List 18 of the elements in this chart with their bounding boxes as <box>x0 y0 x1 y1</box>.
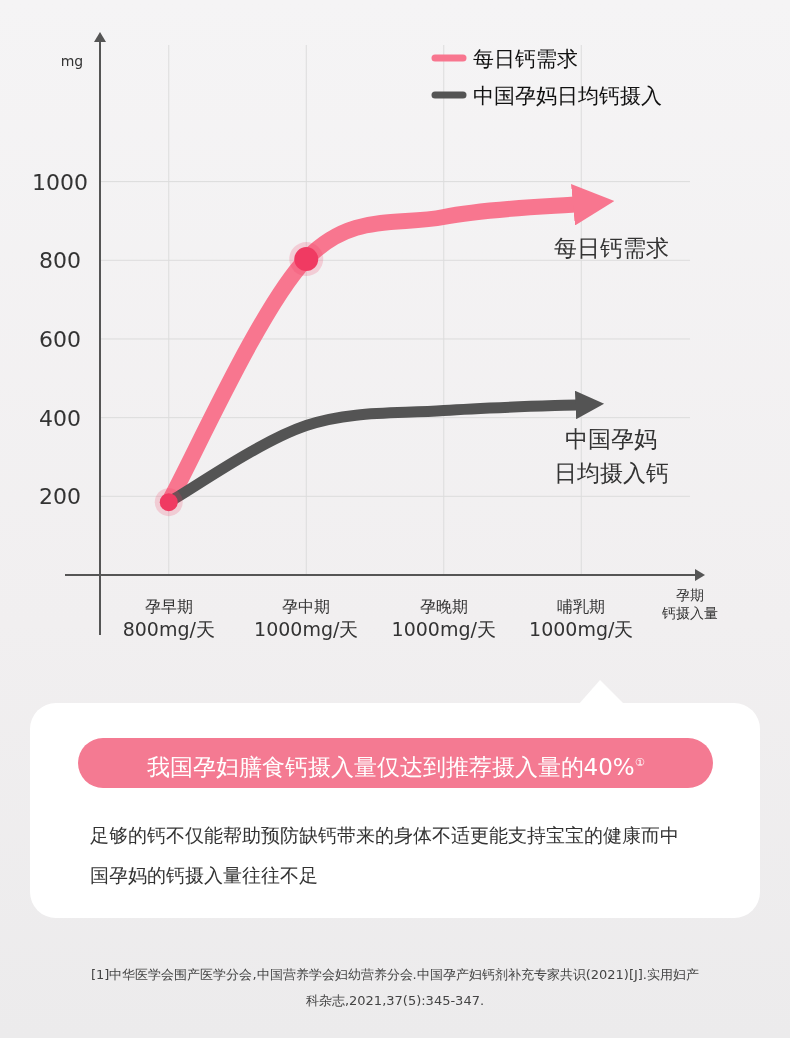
y-tick-label: 400 <box>39 405 81 431</box>
annotation: 每日钙需求 <box>553 235 669 262</box>
text: 我国孕妇膳食钙摄入量仅达到推荐摄入量的40%$^{①}$ <box>78 738 713 788</box>
legend-label: 中国孕妈日均钙摄入 <box>473 84 662 108</box>
legend-label: 每日钙需求 <box>473 47 578 71</box>
x-tick-label: 孕早期 800mg/天 <box>122 597 215 640</box>
x-axis-title: 孕期钙摄入量 <box>661 587 718 621</box>
y-tick-label: 600 <box>39 326 81 352</box>
x-tick-label: 孕晚期 1000mg/天 <box>391 597 496 640</box>
y-axis-title: mg <box>60 53 84 69</box>
y-tick-label: 200 <box>39 484 81 510</box>
text: 足够的钙不仅能帮助预防缺钙带来的身体不适更能支持宝宝的健康而中国孕妈的钙摄入量往往不足 <box>90 823 680 888</box>
x-tick-label: 哺乳期 1000mg/天 <box>529 597 634 640</box>
x-tick-label: 孕中期 1000mg/天 <box>254 597 359 640</box>
y-tick-label: 800 <box>39 248 81 274</box>
text: [1]中华医学会围产医学分会,中国营养学会妇幼营养分会.中国孕产妇钙剂补充专家共识(2021)[J].实用妇产科杂志,2021,37(5):345-347. <box>90 966 700 1010</box>
y-tick-label: 1000 <box>32 169 88 195</box>
annotation: 中国孕妈日均摄入钙 <box>553 425 669 486</box>
